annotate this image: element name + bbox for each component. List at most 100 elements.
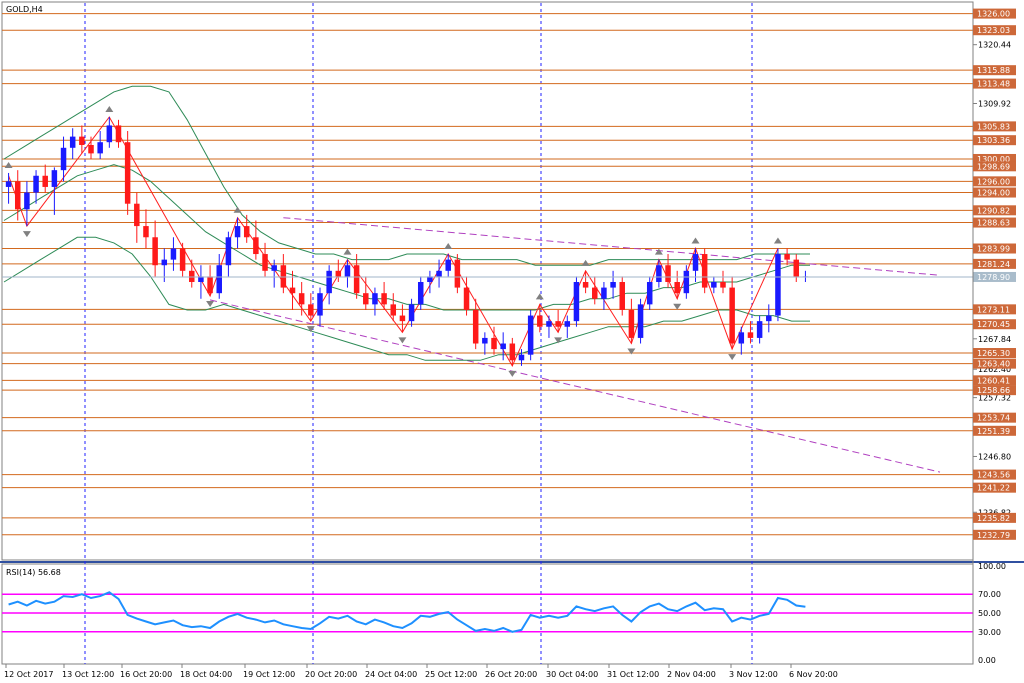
level-tag-label: 1288.63	[977, 219, 1010, 228]
candle-body	[363, 293, 369, 305]
level-tag	[973, 161, 1016, 172]
price-tick-label: 1267.84	[978, 335, 1011, 344]
level-tag-label: 1241.22	[977, 484, 1010, 493]
candle-body	[472, 309, 479, 344]
level-tag-label: 1243.56	[977, 471, 1010, 480]
level-tag-label: 1300.00	[977, 155, 1010, 164]
level-tag-label: 1263.40	[977, 360, 1010, 369]
price-tick-label: 1320.44	[978, 41, 1011, 50]
level-tag-label: 1283.99	[977, 245, 1010, 254]
candle-body	[326, 270, 332, 294]
candle-body	[189, 270, 195, 282]
candle-body	[60, 147, 67, 171]
candle-body	[427, 276, 433, 282]
time-tick-label: 3 Nov 12:00	[729, 670, 778, 679]
candle-body	[637, 304, 644, 338]
candlestick-series	[5, 117, 809, 366]
time-tick-label: 2 Nov 04:00	[667, 670, 716, 679]
level-tag	[973, 375, 1016, 386]
candle-body	[399, 315, 406, 322]
candle-body	[243, 226, 250, 238]
time-tick-label: 12 Oct 2017	[4, 670, 53, 679]
level-tag-label: 1303.36	[977, 136, 1010, 145]
level-tag-label: 1313.48	[977, 80, 1010, 89]
candle-body	[33, 175, 39, 193]
price-tick-label: 1257.32	[978, 394, 1011, 403]
price-tick-label: 1309.92	[978, 100, 1011, 109]
fractal-up-arrow	[343, 248, 352, 255]
rsi-tick-label: 30.00	[978, 628, 1001, 637]
level-tag	[973, 153, 1016, 164]
level-tag	[973, 243, 1016, 254]
candle-body	[390, 304, 397, 316]
candle-body	[518, 354, 525, 361]
level-tag-label: 1251.39	[977, 427, 1010, 436]
level-tag	[973, 8, 1016, 19]
rsi-tick-label: 0.00	[978, 656, 996, 665]
candle-body	[793, 259, 800, 277]
fractal-up-arrow	[105, 106, 114, 113]
candle-body	[445, 259, 451, 271]
candle-body	[784, 254, 790, 260]
fractal-down-arrow	[22, 231, 31, 238]
trend-channel	[209, 217, 941, 473]
candle-body	[308, 304, 314, 316]
level-tag-label: 1270.45	[977, 320, 1010, 329]
level-tag	[973, 425, 1016, 436]
time-tick-label: 13 Oct 12:00	[62, 670, 114, 679]
level-tag-label: 1273.11	[977, 305, 1010, 314]
candle-body	[463, 287, 470, 310]
fractal-down-arrow	[206, 300, 215, 307]
candle-body	[14, 181, 21, 210]
candle-body	[234, 226, 241, 238]
candle-body	[546, 321, 552, 327]
level-tag	[973, 121, 1016, 132]
level-tag	[973, 469, 1016, 480]
level-tag	[973, 135, 1016, 146]
fractal-down-arrow	[508, 370, 517, 377]
candle-body	[69, 136, 76, 148]
candle-body	[179, 248, 186, 271]
bollinger-lower-band	[3, 236, 810, 361]
rsi-tick-label: 100.00	[978, 562, 1006, 571]
candle-body	[344, 265, 351, 277]
candle-body	[454, 259, 461, 288]
level-tag	[973, 258, 1016, 269]
candle-body	[42, 175, 48, 187]
candle-body	[656, 265, 662, 282]
price-axis: 1320.44 1309.92 1294.00 1267.84 1262.40 1257.…	[972, 2, 1016, 664]
candle-body	[601, 287, 607, 299]
level-tag	[973, 358, 1016, 369]
candle-body	[134, 203, 140, 227]
candle-body	[115, 125, 122, 143]
fractal-up-arrow	[535, 293, 544, 300]
candle-body	[97, 142, 103, 154]
candle-body	[509, 343, 516, 361]
level-tag	[973, 304, 1016, 315]
level-tag-label: 1265.30	[977, 349, 1010, 358]
fractal-markers	[4, 106, 782, 377]
candle-body	[289, 287, 296, 294]
candle-body	[298, 293, 305, 305]
level-tag-label: 1232.79	[977, 531, 1010, 540]
candle-body	[665, 265, 671, 282]
level-tag-label: 1323.03	[977, 26, 1010, 35]
rsi-tick-label: 70.00	[978, 590, 1001, 599]
candle-body	[198, 276, 204, 282]
time-tick-label: 18 Oct 04:00	[180, 670, 232, 679]
level-tag	[973, 319, 1016, 330]
candle-body	[491, 337, 497, 350]
fractal-down-arrow	[554, 337, 563, 344]
candle-body	[720, 282, 726, 288]
fractal-down-arrow	[728, 354, 737, 361]
level-tag	[973, 187, 1016, 198]
candle-body	[756, 321, 763, 338]
bollinger-upper-band	[3, 85, 810, 266]
fractal-up-arrow	[4, 161, 13, 168]
fractal-up-arrow	[654, 248, 663, 255]
level-tag	[973, 529, 1016, 540]
level-tag	[973, 412, 1016, 423]
candle-body	[372, 293, 378, 305]
candle-body	[124, 142, 131, 204]
